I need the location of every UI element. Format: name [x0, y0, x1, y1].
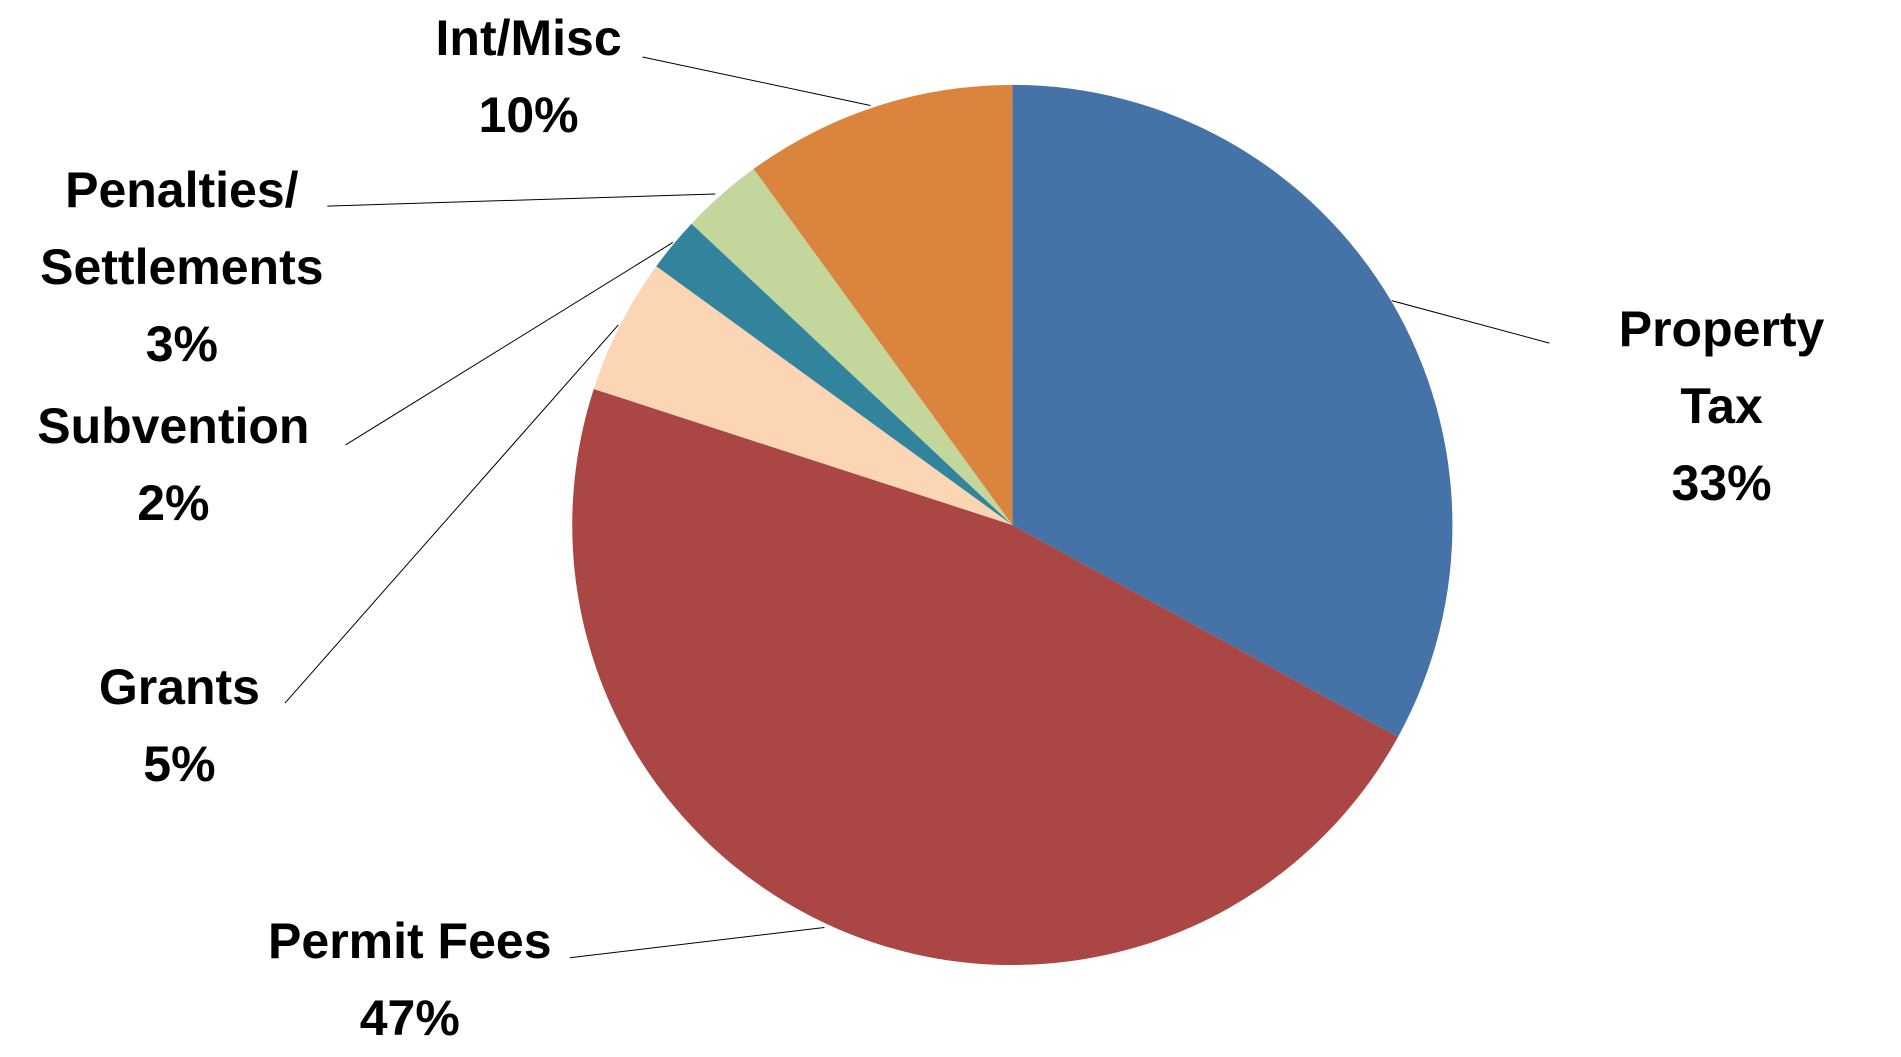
- category-label: Subvention: [37, 397, 310, 454]
- category-label: Permit Fees: [268, 913, 552, 970]
- value-label: 5%: [143, 735, 216, 792]
- leader-line: [1391, 300, 1550, 344]
- leader-line: [284, 324, 619, 704]
- slice-label: Permit Fees 47%: [268, 903, 551, 1057]
- slice-label: Property Tax 33%: [1619, 291, 1825, 522]
- slice-label: Penalties/ Settlements 3%: [40, 152, 323, 383]
- value-label: 2%: [137, 474, 210, 531]
- slice-label: Int/Misc 10%: [436, 0, 622, 154]
- value-label: 3%: [145, 315, 218, 372]
- leader-line: [569, 926, 825, 959]
- pie-slice: [691, 168, 1013, 525]
- pie-slice: [572, 388, 1398, 966]
- slice-label: Grants 5%: [99, 649, 260, 803]
- leader-line: [327, 193, 716, 207]
- value-label: 10%: [478, 87, 579, 143]
- category-label: Int/Misc: [435, 10, 622, 66]
- pie-slice: [593, 266, 1013, 525]
- pie-slice: [656, 223, 1013, 525]
- slice-label: Subvention 2%: [37, 388, 309, 542]
- category-label: Grants: [98, 658, 261, 715]
- value-label: 47%: [359, 990, 460, 1047]
- leader-line: [642, 56, 871, 106]
- value-label: 33%: [1671, 454, 1772, 511]
- leader-line: [345, 242, 674, 446]
- category-label: Property Tax: [1618, 300, 1825, 434]
- pie-slice: [753, 84, 1013, 525]
- pie-slice: [1012, 84, 1453, 737]
- category-label: Penalties/ Settlements: [40, 161, 324, 295]
